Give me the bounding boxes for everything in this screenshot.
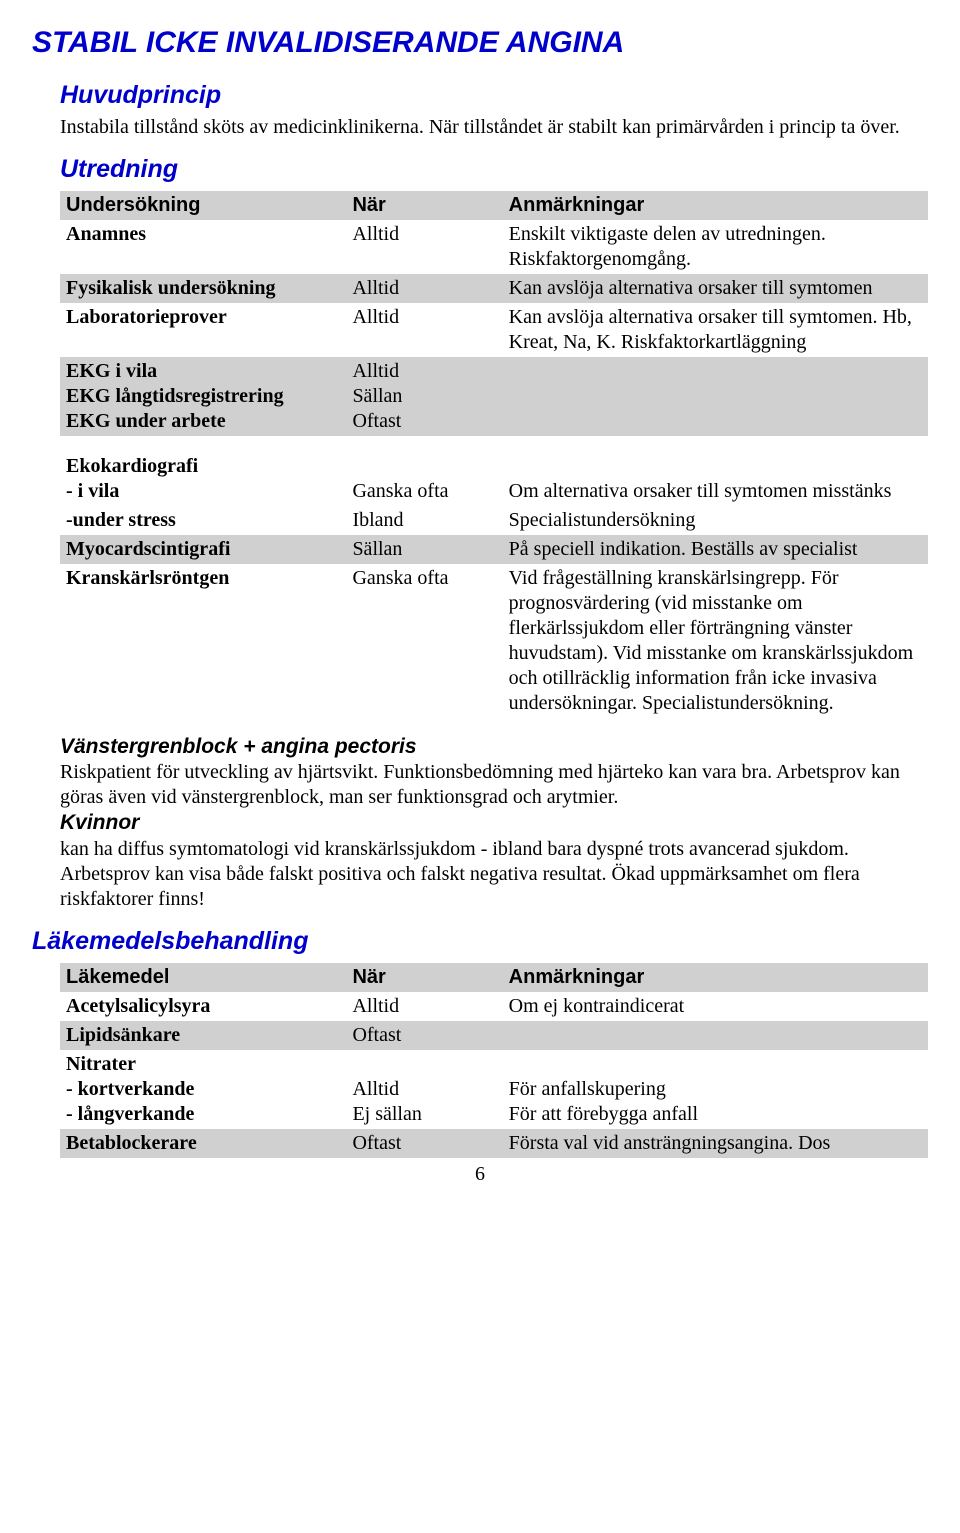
table-row: -under stress Ibland Specialistundersökn…	[60, 506, 928, 535]
cell: Alltid Ej sällan	[346, 1050, 502, 1129]
section-heading-utredning: Utredning	[60, 154, 928, 185]
cell: Kan avslöja alternativa orsaker till sym…	[503, 303, 928, 357]
cell-line: EKG långtidsregistrering	[66, 385, 284, 407]
cell: Om alternativa orsaker till symtomen mis…	[503, 452, 928, 506]
cell: Oftast	[346, 1021, 502, 1050]
table-row: Lipidsänkare Oftast	[60, 1021, 928, 1050]
table-row: EKG i vila EKG långtidsregistrering EKG …	[60, 357, 928, 436]
cell: Ganska ofta	[346, 452, 502, 506]
cell: På speciell indikation. Beställs av spec…	[503, 535, 928, 564]
cell: Alltid	[346, 220, 502, 274]
table-header-row: Läkemedel När Anmärkningar	[60, 963, 928, 992]
cell: Alltid	[346, 274, 502, 303]
cell-line: Sällan	[352, 385, 402, 407]
utredning-table1: Undersökning När Anmärkningar Anamnes Al…	[60, 191, 928, 436]
cell: Enskilt viktigaste delen av utredningen.…	[503, 220, 928, 274]
cell: Första val vid ansträngningsangina. Dos	[503, 1129, 928, 1158]
cell: Lipidsänkare	[60, 1021, 346, 1050]
cell-line: Alltid	[352, 360, 399, 382]
col-header: Läkemedel	[60, 963, 346, 992]
cell: Kranskärlsröntgen	[60, 564, 346, 718]
col-header: När	[346, 963, 502, 992]
col-header: När	[346, 191, 502, 220]
table-row: Acetylsalicylsyra Alltid Om ej kontraind…	[60, 992, 928, 1021]
cell: Oftast	[346, 1129, 502, 1158]
cell-line: Nitrater	[66, 1053, 136, 1075]
cell: Betablockerare	[60, 1129, 346, 1158]
table-header-row: Undersökning När Anmärkningar	[60, 191, 928, 220]
cell-line: EKG i vila	[66, 360, 157, 382]
page: STABIL ICKE INVALIDISERANDE ANGINA Huvud…	[0, 0, 960, 1227]
cell: Ibland	[346, 506, 502, 535]
page-title: STABIL ICKE INVALIDISERANDE ANGINA	[32, 24, 928, 62]
cell-line: - långverkande	[66, 1103, 194, 1125]
cell	[503, 357, 928, 436]
utredning-table2: Ekokardiografi - i vila Ganska ofta Om a…	[60, 452, 928, 718]
col-header: Anmärkningar	[503, 963, 928, 992]
table-row: Ekokardiografi - i vila Ganska ofta Om a…	[60, 452, 928, 506]
cell: Alltid	[346, 303, 502, 357]
cell-line: - kortverkande	[66, 1078, 194, 1100]
cell-line: Ej sällan	[352, 1103, 421, 1125]
table-row: Laboratorieprover Alltid Kan avslöja alt…	[60, 303, 928, 357]
col-header: Undersökning	[60, 191, 346, 220]
cell: Sällan	[346, 535, 502, 564]
huvudprincip-body: Instabila tillstånd sköts av medicinklin…	[60, 115, 928, 140]
cell: Specialistundersökning	[503, 506, 928, 535]
cell-line: För anfallskupering	[509, 1078, 666, 1100]
cell-line: Alltid	[352, 1078, 399, 1100]
subheading-vanstergrenblock: Vänstergrenblock + angina pectoris	[60, 734, 928, 760]
cell: Acetylsalicylsyra	[60, 992, 346, 1021]
cell-line: Ekokardiografi	[66, 455, 198, 477]
section-heading-huvudprincip: Huvudprincip	[60, 80, 928, 111]
cell: Alltid	[346, 992, 502, 1021]
cell: Fysikalisk undersökning	[60, 274, 346, 303]
cell-line: För att förebygga anfall	[509, 1103, 698, 1125]
cell: Ekokardiografi - i vila	[60, 452, 346, 506]
cell-line: Om alternativa orsaker till symtomen mis…	[509, 480, 892, 502]
cell: För anfallskupering För att förebygga an…	[503, 1050, 928, 1129]
cell: Om ej kontraindicerat	[503, 992, 928, 1021]
cell: Kan avslöja alternativa orsaker till sym…	[503, 274, 928, 303]
cell-line: Oftast	[352, 410, 401, 432]
cell: Alltid Sällan Oftast	[346, 357, 502, 436]
lakemedel-table: Läkemedel När Anmärkningar Acetylsalicyl…	[60, 963, 928, 1158]
col-header: Anmärkningar	[503, 191, 928, 220]
cell: Nitrater - kortverkande - långverkande	[60, 1050, 346, 1129]
cell: Myocardscintigrafi	[60, 535, 346, 564]
cell: Anamnes	[60, 220, 346, 274]
table-row: Betablockerare Oftast Första val vid ans…	[60, 1129, 928, 1158]
cell-line: EKG under arbete	[66, 410, 226, 432]
cell	[503, 1021, 928, 1050]
page-number: 6	[32, 1162, 928, 1187]
cell-line: Ganska ofta	[352, 480, 448, 502]
utredning-table2-wrap: Ekokardiografi - i vila Ganska ofta Om a…	[60, 452, 928, 718]
cell: EKG i vila EKG långtidsregistrering EKG …	[60, 357, 346, 436]
cell: Vid frågeställning kranskärlsingrepp. Fö…	[503, 564, 928, 718]
cell: Laboratorieprover	[60, 303, 346, 357]
table-row: Anamnes Alltid Enskilt viktigaste delen …	[60, 220, 928, 274]
cell-line: - i vila	[66, 480, 119, 502]
section-heading-lakemedel: Läkemedelsbehandling	[32, 926, 928, 957]
table-row: Nitrater - kortverkande - långverkande A…	[60, 1050, 928, 1129]
kvinnor-body: kan ha diffus symtomatologi vid kranskär…	[60, 837, 928, 912]
lakemedel-table-wrap: Läkemedel När Anmärkningar Acetylsalicyl…	[60, 963, 928, 1158]
table-row: Myocardscintigrafi Sällan På speciell in…	[60, 535, 928, 564]
table-row: Kranskärlsröntgen Ganska ofta Vid fråges…	[60, 564, 928, 718]
vg-body: Riskpatient för utveckling av hjärtsvikt…	[60, 760, 928, 810]
cell: Ganska ofta	[346, 564, 502, 718]
subheading-kvinnor: Kvinnor	[60, 810, 928, 836]
utredning-table1-wrap: Undersökning När Anmärkningar Anamnes Al…	[60, 191, 928, 436]
table-row: Fysikalisk undersökning Alltid Kan avslö…	[60, 274, 928, 303]
cell: -under stress	[60, 506, 346, 535]
